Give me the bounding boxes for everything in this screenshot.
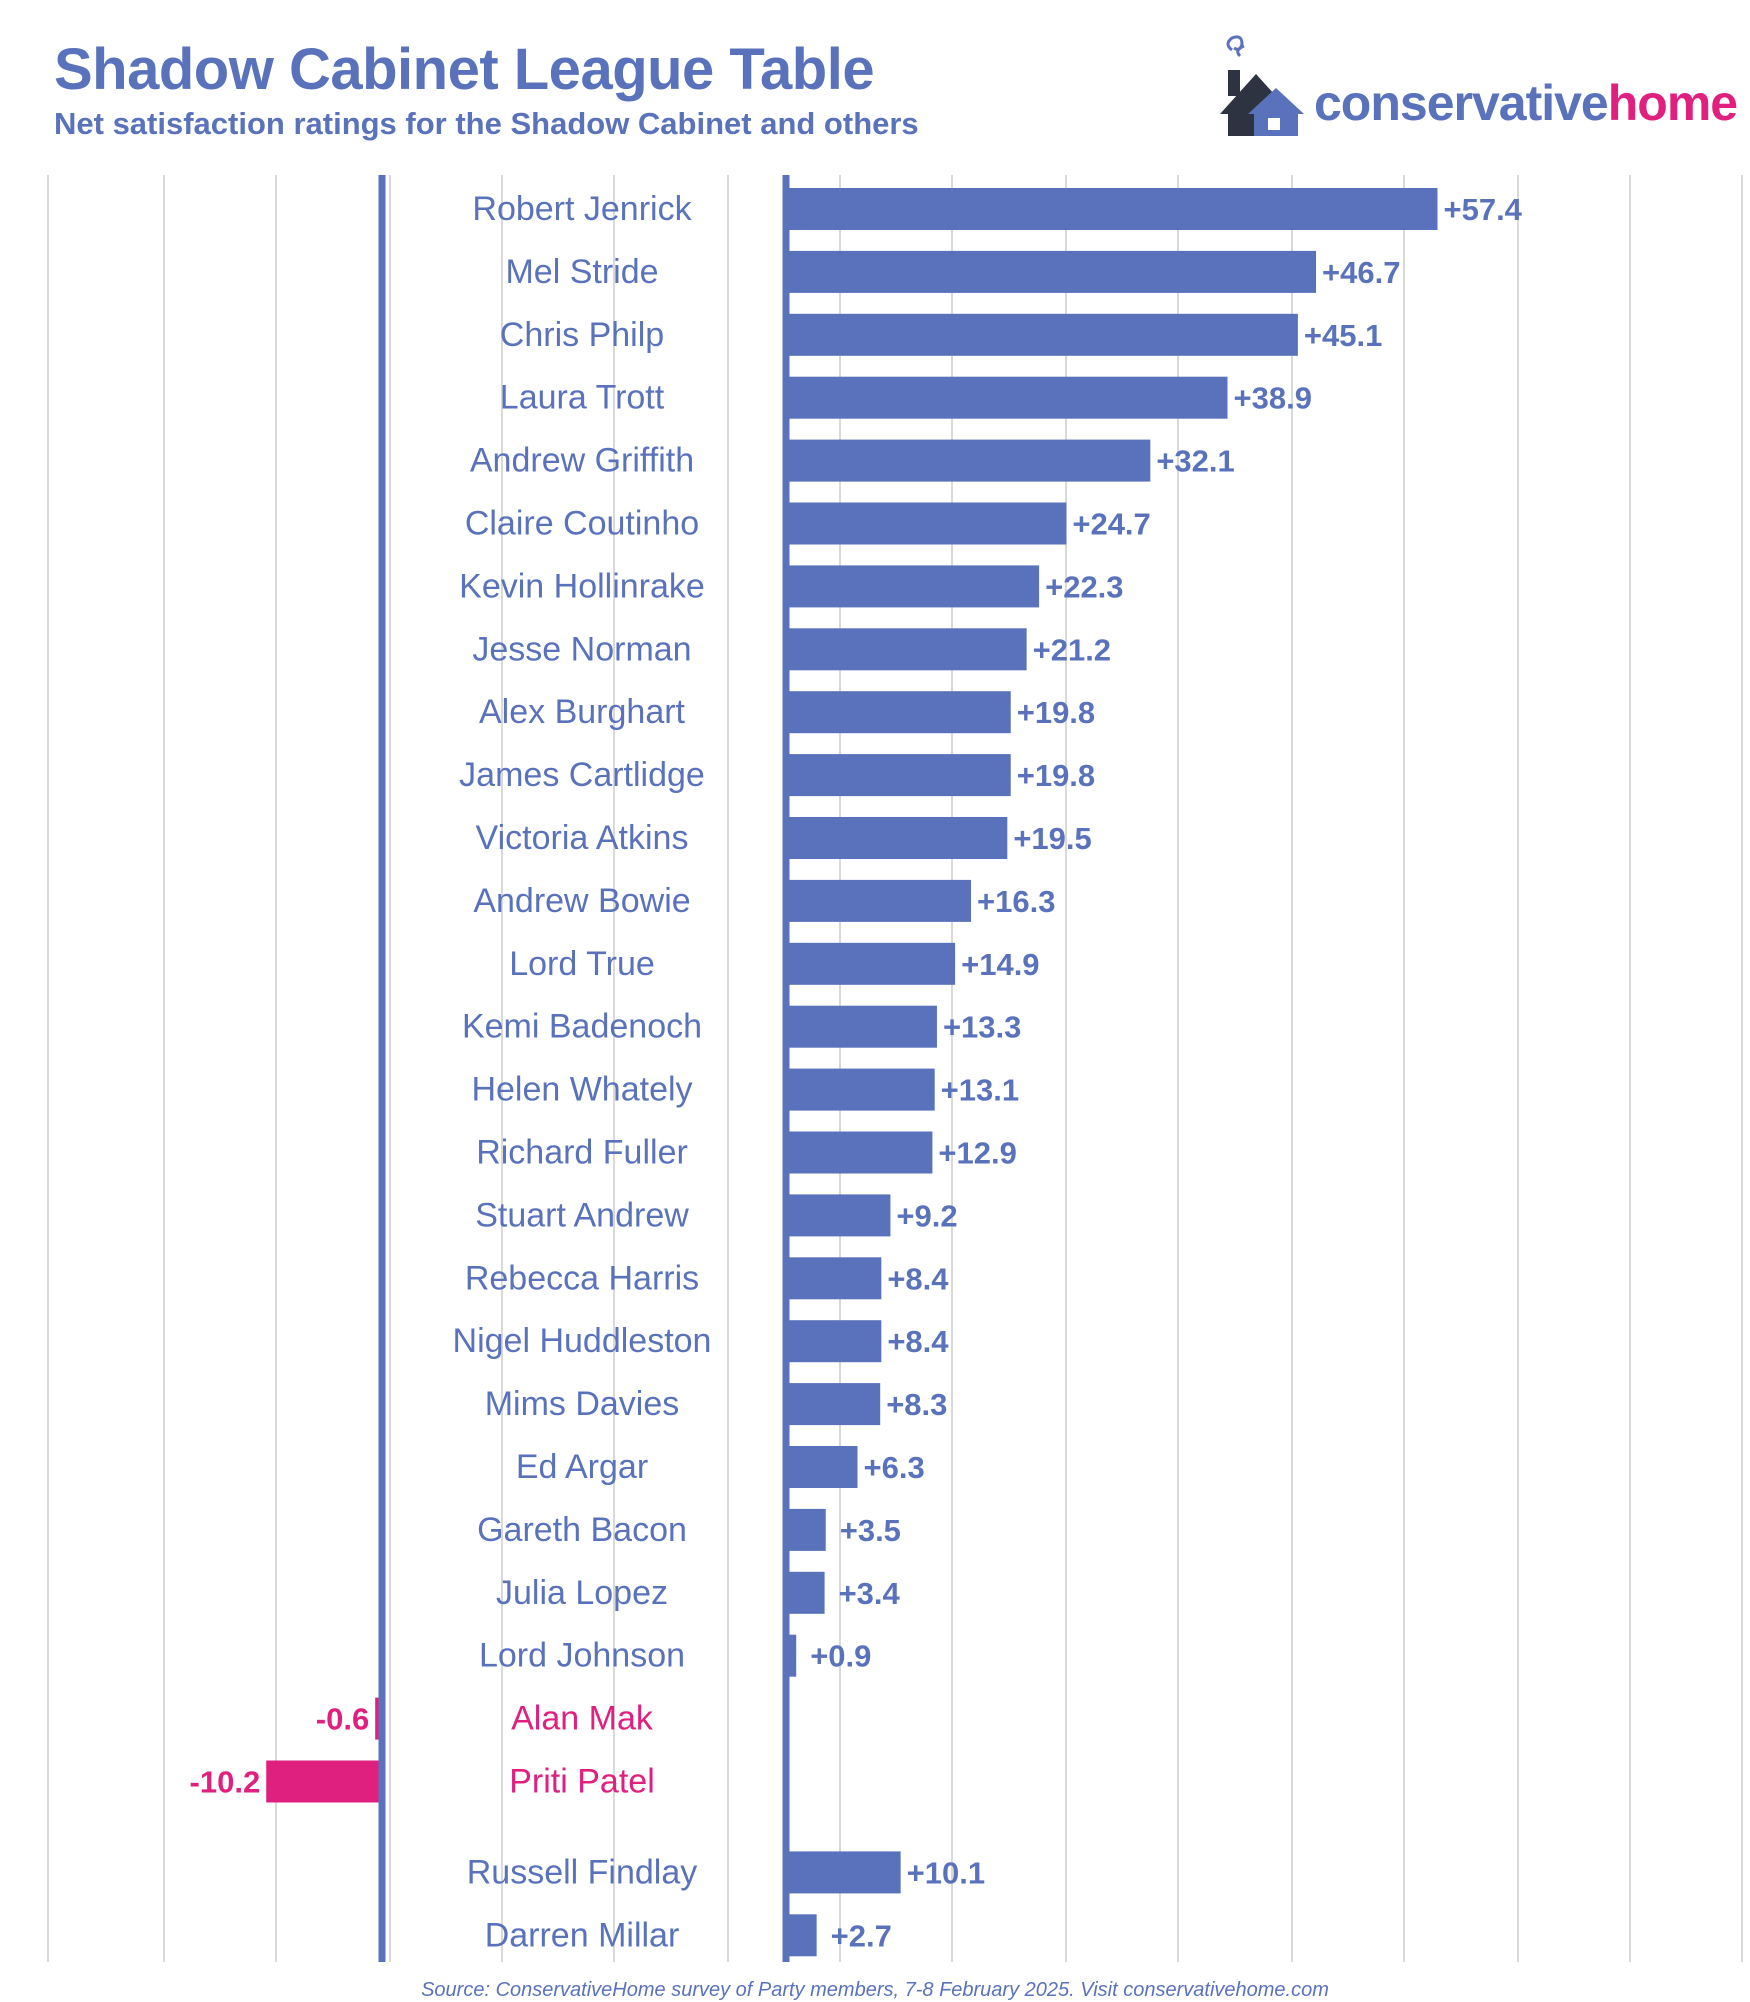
bar: [786, 1914, 817, 1957]
bar: [786, 942, 956, 985]
category-label: Helen Whately: [471, 1071, 692, 1109]
bar: [786, 1194, 891, 1237]
category-label: Stuart Andrew: [475, 1196, 689, 1234]
category-label: Laura Trott: [500, 379, 665, 417]
value-label: +32.1: [1156, 444, 1234, 479]
bar: [786, 817, 1008, 859]
category-label: Mel Stride: [505, 253, 658, 291]
value-label: -10.2: [190, 1765, 261, 1800]
bar: [786, 188, 1438, 230]
value-label: +0.9: [810, 1639, 871, 1674]
category-label: Lord True: [509, 945, 655, 983]
category-label: Kemi Badenoch: [462, 1008, 702, 1046]
bar: [786, 1851, 901, 1894]
value-label: +24.7: [1072, 507, 1150, 542]
category-label: Mims Davies: [485, 1385, 680, 1423]
bar: [786, 439, 1151, 482]
logo-text-home: home: [1607, 75, 1738, 131]
bar: [786, 565, 1040, 608]
bar: [786, 1005, 937, 1048]
value-label: +19.8: [1017, 695, 1095, 730]
logo-wordmark: conservativehome: [1314, 74, 1738, 132]
value-label: +10.1: [907, 1855, 985, 1890]
bar: [786, 1634, 797, 1677]
value-label: +19.5: [1013, 821, 1091, 856]
value-label: +14.9: [961, 947, 1039, 982]
category-label: Andrew Bowie: [473, 882, 690, 920]
value-label: +8.4: [887, 1324, 949, 1359]
category-label: Robert Jenrick: [472, 190, 692, 228]
category-label: Darren Millar: [485, 1916, 680, 1954]
bar: [786, 1383, 881, 1426]
bar: [786, 502, 1067, 545]
conservativehome-logo[interactable]: conservativehome: [1210, 28, 1738, 138]
category-label: Claire Coutinho: [465, 505, 699, 543]
category-label: Ed Argar: [516, 1448, 648, 1486]
category-label: Andrew Griffith: [470, 442, 694, 480]
bar: [786, 250, 1317, 293]
source-note: Source: ConservativeHome survey of Party…: [421, 1979, 1329, 2001]
bar: [786, 754, 1011, 797]
value-label: +3.5: [840, 1513, 901, 1548]
category-label: Gareth Bacon: [477, 1511, 687, 1549]
value-label: +45.1: [1304, 318, 1382, 353]
value-label: +13.1: [941, 1073, 1019, 1108]
value-label: +46.7: [1322, 255, 1400, 290]
category-label: Alan Mak: [511, 1700, 654, 1738]
bar: [786, 1446, 858, 1488]
category-label: Jesse Norman: [472, 630, 691, 668]
category-label: Victoria Atkins: [476, 819, 689, 857]
bar: [786, 1320, 882, 1363]
category-label: Chris Philp: [500, 316, 664, 354]
value-label: +3.4: [839, 1576, 901, 1611]
bar: [786, 879, 972, 922]
value-label: +8.4: [887, 1261, 949, 1296]
category-label: Lord Johnson: [479, 1637, 685, 1675]
value-label: +9.2: [896, 1198, 957, 1233]
value-label: +57.4: [1443, 192, 1522, 227]
value-label: -0.6: [316, 1702, 369, 1737]
value-label: +6.3: [864, 1450, 925, 1485]
category-label: Priti Patel: [509, 1763, 655, 1801]
bar: [786, 1571, 825, 1614]
value-label: +2.7: [831, 1918, 892, 1953]
logo-text-conservative: conservative: [1314, 75, 1609, 131]
bar: [786, 691, 1011, 734]
bar: [786, 313, 1298, 356]
value-label: +12.9: [938, 1136, 1016, 1171]
value-label: +19.8: [1017, 758, 1095, 793]
value-label: +13.3: [943, 1010, 1021, 1045]
category-label: Julia Lopez: [496, 1574, 668, 1612]
bar: [786, 628, 1027, 671]
category-label: Nigel Huddleston: [453, 1322, 712, 1360]
category-label: Rebecca Harris: [465, 1259, 699, 1297]
chart-title: Shadow Cabinet League Table: [54, 37, 875, 102]
category-label: Richard Fuller: [476, 1134, 688, 1172]
category-label: James Cartlidge: [459, 756, 705, 794]
bar: [786, 1131, 933, 1174]
value-label: +21.2: [1033, 632, 1111, 667]
value-label: +22.3: [1045, 569, 1123, 604]
value-label: +16.3: [977, 884, 1055, 919]
category-label: Russell Findlay: [467, 1853, 698, 1891]
bar: [786, 1257, 882, 1300]
value-label: +38.9: [1234, 381, 1312, 416]
house-logo-icon: [1220, 35, 1304, 136]
bar: [266, 1760, 382, 1803]
bar: [786, 1508, 826, 1551]
bar: [786, 1068, 935, 1111]
category-label: Kevin Hollinrake: [459, 567, 705, 605]
chart-subtitle: Net satisfaction ratings for the Shadow …: [54, 106, 919, 141]
category-label: Alex Burghart: [479, 693, 686, 731]
bar: [786, 376, 1228, 419]
value-label: +8.3: [886, 1387, 947, 1422]
